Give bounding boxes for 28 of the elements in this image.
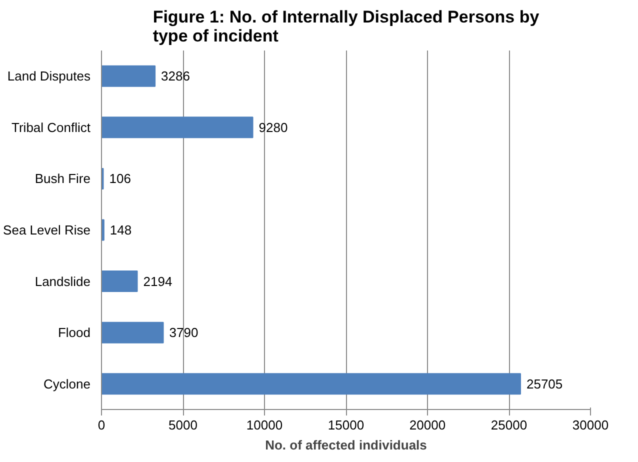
chart-title: Figure 1: No. of Internally Displaced Persons by type of incident [152, 8, 540, 46]
x-tick-label: 15000 [328, 418, 364, 432]
y-tick-label: Flood [58, 325, 91, 340]
y-tick-label: Sea Level Rise [3, 222, 91, 238]
data-label: 106 [109, 171, 131, 186]
x-tick-label: 20000 [409, 418, 446, 432]
x-tick-label: 5000 [168, 418, 198, 432]
bar [102, 322, 164, 344]
x-tick-label: 0 [98, 418, 106, 432]
x-tick-label: 30000 [572, 418, 609, 432]
x-tick-label: 10000 [246, 418, 283, 432]
y-tick-label: Bush Fire [34, 171, 91, 186]
y-tick-label: Tribal Conflict [12, 120, 91, 135]
data-label: 3790 [169, 325, 198, 340]
y-tick-label: Land Disputes [7, 68, 91, 84]
data-label: 9280 [258, 120, 288, 135]
bar [102, 116, 254, 138]
data-label: 3286 [161, 68, 190, 84]
x-axis-title: No. of affected individuals [265, 438, 427, 452]
x-tick-label: 25000 [490, 418, 528, 432]
bar [102, 270, 138, 292]
data-label: 148 [110, 222, 132, 238]
data-label: 25705 [526, 376, 563, 392]
y-tick-label: Landslide [34, 274, 90, 289]
y-tick-label: Cyclone [44, 376, 90, 392]
bar [102, 65, 156, 87]
bar [102, 373, 521, 395]
data-label: 2194 [143, 274, 172, 289]
